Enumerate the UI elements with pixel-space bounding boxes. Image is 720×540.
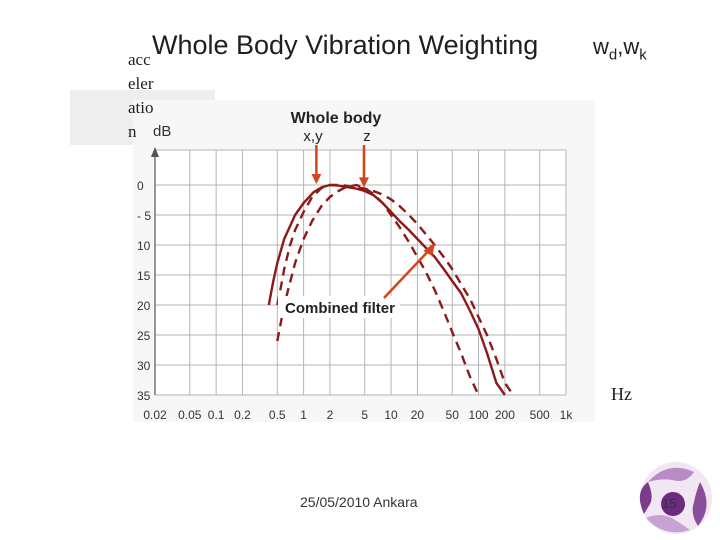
x-tick-label: 10 <box>384 408 398 422</box>
x-tick-label: 500 <box>530 408 550 422</box>
annotation-combined-filter: Combined filter <box>285 300 395 317</box>
annotation-xy-arrow-head-icon <box>311 174 322 184</box>
x-tick-label: 1 <box>300 408 307 422</box>
x-tick-label: 100 <box>469 408 489 422</box>
series-line <box>276 183 480 396</box>
x-axis-unit-label: Hz <box>611 384 632 404</box>
x-tick-label: 2 <box>327 408 334 422</box>
x-tick-label: 0.02 <box>143 408 167 422</box>
page-number: 15 <box>662 496 677 511</box>
x-tick-label: 5 <box>361 408 368 422</box>
weighting-w: w <box>593 34 609 59</box>
x-tick-label: 50 <box>446 408 460 422</box>
y-tick-label: 35 <box>137 389 151 403</box>
x-tick-label: 0.5 <box>269 408 286 422</box>
y-tick-label: 25 <box>137 329 151 343</box>
weighting-sub-d: d <box>608 46 618 64</box>
y-tick-label: 15 <box>137 269 151 283</box>
annotation-combined-arrow <box>383 248 432 299</box>
hands-logo-icon <box>639 462 712 534</box>
slide-title: Whole Body Vibration Weighting <box>152 30 539 60</box>
x-tick-label: 20 <box>411 408 425 422</box>
y-tick-label: 0 <box>137 179 144 193</box>
y-tick-label: 20 <box>137 299 151 313</box>
x-tick-label: 0.1 <box>208 408 225 422</box>
plot-area <box>155 150 566 395</box>
annotation-z-arrow-head-icon <box>358 177 369 188</box>
y-tick-label: 30 <box>137 359 151 373</box>
x-tick-label: 200 <box>495 408 515 422</box>
series-line <box>276 183 515 396</box>
y-unit-label: dB <box>153 123 171 140</box>
weighting-sep: ,w <box>617 34 640 59</box>
y-axis-arrow-icon <box>151 147 159 157</box>
x-tick-label: 1k <box>560 408 574 422</box>
x-tick-label: 0.2 <box>234 408 251 422</box>
chart-title: Whole body <box>291 110 382 127</box>
y-tick-label: - 5 <box>137 209 151 223</box>
annotation-z: z <box>363 128 371 145</box>
y-tick-label: 10 <box>137 239 151 253</box>
annotation-xy: x,y <box>303 128 323 145</box>
x-tick-label: 0.05 <box>178 408 202 422</box>
weighting-symbols: wd,wk <box>593 34 647 63</box>
combined-filter-box <box>278 296 400 318</box>
weighting-sub-k: k <box>639 46 647 64</box>
y-axis-side-label: acceleration <box>128 50 154 141</box>
footer-date: 25/05/2010 Ankara <box>300 494 418 510</box>
annotation-combined-arrow-head-icon <box>423 242 436 256</box>
